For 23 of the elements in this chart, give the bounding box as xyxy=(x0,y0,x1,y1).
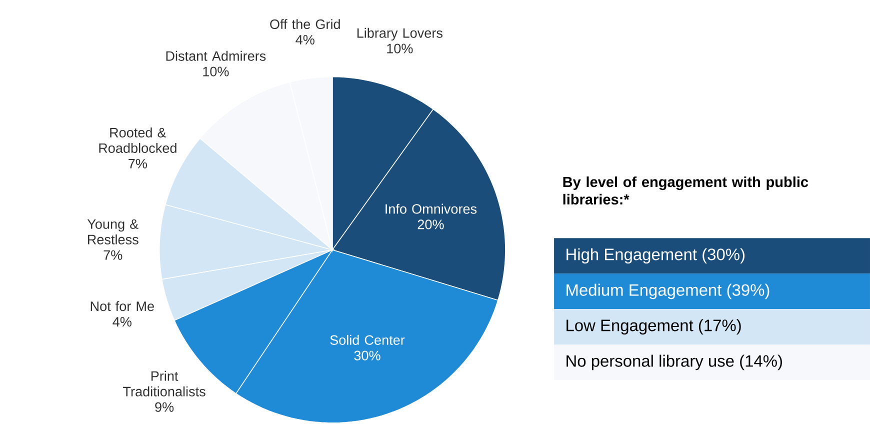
data-label: 7% xyxy=(128,158,148,168)
legend-title: By level of engagement with public libraries:* xyxy=(563,176,808,205)
text: Low Engagement (17%) xyxy=(566,319,741,335)
data-label: 20% xyxy=(418,220,444,230)
slice-label: Distant Admirers xyxy=(166,50,266,61)
slice-label: Young & Restless xyxy=(87,219,138,244)
slice-label: Library Lovers xyxy=(357,28,442,41)
data-label: 9% xyxy=(155,402,174,412)
data-label: 10% xyxy=(387,44,413,54)
text: Medium Engagement (39%) xyxy=(566,284,770,300)
text: No personal library use (14%) xyxy=(566,354,782,370)
text: High Engagement (30%) xyxy=(566,248,744,264)
slice-label: Solid Center xyxy=(330,334,405,345)
slice-label: Not for Me xyxy=(90,301,154,312)
slice-label: Print Traditionalists xyxy=(123,370,206,396)
data-label: 4% xyxy=(112,317,132,327)
data-label: 4% xyxy=(296,35,314,45)
data-label: 7% xyxy=(104,250,122,260)
data-label: 10% xyxy=(203,66,229,76)
slice-label: Off the Grid xyxy=(270,19,340,30)
data-label: 30% xyxy=(354,350,380,360)
slice-label: Info Omnivores xyxy=(386,204,477,214)
slice-label: Rooted & Roadblocked xyxy=(99,128,176,154)
